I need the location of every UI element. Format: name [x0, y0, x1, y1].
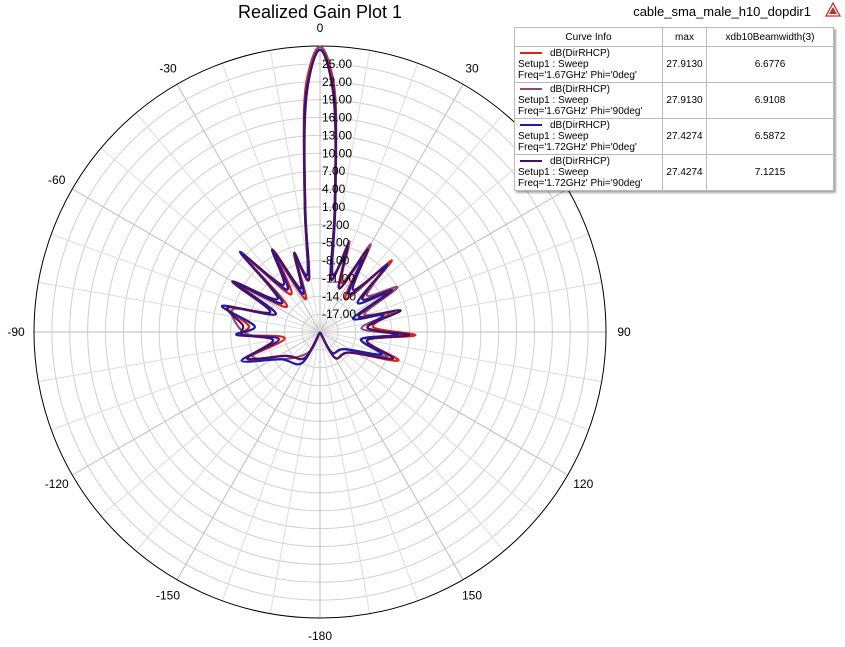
- grid-spoke: [176, 331, 321, 580]
- grid-spoke: [38, 281, 321, 333]
- gain-curve: [226, 48, 411, 361]
- radial-tick-label: 25.00: [322, 57, 352, 71]
- angle-label: 90: [617, 325, 631, 339]
- radial-tick-label: -8.00: [322, 254, 350, 268]
- curve-layer: [221, 45, 417, 366]
- legend-max-value: 27.9130: [662, 46, 707, 83]
- legend-curve-info: dB(DirRHCP) Setup1 : Sweep Freq='1.72GHz' …: [514, 154, 663, 191]
- radial-tick-labels: 25.00 22.00 19.00 16.00 13.00 10.00 7.00 4.00 1.…: [322, 57, 356, 321]
- radial-tick-label: 19.00: [322, 93, 352, 107]
- legend-params: Freq='1.67GHz' Phi='90deg': [518, 106, 643, 117]
- angle-label: 150: [462, 588, 482, 602]
- legend-beamwidth-value: 6.5872: [706, 118, 834, 155]
- grid-spoke: [51, 331, 321, 431]
- grid-spoke: [269, 50, 321, 333]
- legend-curve-info: dB(DirRHCP) Setup1 : Sweep Freq='1.67GHz' …: [514, 46, 663, 83]
- radial-tick-label: -14.00: [322, 289, 356, 303]
- legend-expression: dB(DirRHCP): [550, 48, 610, 59]
- angle-label: -90: [7, 325, 25, 339]
- grid-spoke: [221, 331, 321, 601]
- angle-label: 120: [573, 477, 593, 491]
- grid-spoke: [319, 50, 371, 333]
- legend-header-row: Curve Info max xdb10Beamwidth(3): [514, 27, 834, 47]
- grid-spoke: [319, 331, 419, 601]
- legend-curve-info: dB(DirRHCP) Setup1 : Sweep Freq='1.72GHz' …: [514, 118, 663, 155]
- ansys-logo-icon: [825, 2, 841, 17]
- radial-tick-label: 22.00: [322, 75, 352, 89]
- grid-spoke: [319, 63, 419, 333]
- grid-spoke: [100, 331, 321, 517]
- legend-swatch: [520, 124, 542, 127]
- angle-label: -30: [159, 62, 177, 76]
- grid-spoke: [319, 188, 568, 333]
- legend-setup: Setup1 : Sweep: [518, 95, 589, 106]
- grid-spoke: [176, 84, 321, 333]
- radial-tick-label: -5.00: [322, 236, 350, 250]
- radial-tick-label: -2.00: [322, 218, 350, 232]
- legend-row: dB(DirRHCP) Setup1 : Sweep Freq='1.67GHz' …: [514, 46, 834, 83]
- design-name: cable_sma_male_h10_dopdir1: [633, 4, 811, 19]
- grid-spoke: [319, 331, 371, 614]
- legend-row: dB(DirRHCP) Setup1 : Sweep Freq='1.72GHz' …: [514, 154, 834, 191]
- legend-row: dB(DirRHCP) Setup1 : Sweep Freq='1.72GHz' …: [514, 118, 834, 155]
- legend-beamwidth-value: 6.9108: [706, 82, 834, 119]
- angle-label: -60: [48, 173, 66, 187]
- grid-spoke: [135, 112, 321, 333]
- grid-spoke: [319, 331, 568, 476]
- angle-label: -150: [156, 588, 180, 602]
- radial-tick-label: -17.00: [322, 307, 356, 321]
- legend-max-value: 27.4274: [662, 154, 707, 191]
- angle-label: -180: [308, 629, 332, 643]
- legend-beamwidth-value: 7.1215: [706, 154, 834, 191]
- legend-setup: Setup1 : Sweep: [518, 167, 589, 178]
- legend-swatch: [520, 52, 542, 55]
- legend-swatch: [520, 88, 542, 91]
- legend-header-beamwidth: xdb10Beamwidth(3): [706, 27, 834, 47]
- angle-label: 0: [317, 21, 324, 35]
- legend-curve-info: dB(DirRHCP) Setup1 : Sweep Freq='1.67GHz' …: [514, 82, 663, 119]
- legend-setup: Setup1 : Sweep: [518, 131, 589, 142]
- legend-params: Freq='1.67GHz' Phi='0deg': [518, 70, 637, 81]
- legend-max-value: 27.4274: [662, 118, 707, 155]
- legend-expression: dB(DirRHCP): [550, 120, 610, 131]
- legend-max-value: 27.9130: [662, 82, 707, 119]
- legend-params: Freq='1.72GHz' Phi='0deg': [518, 142, 637, 153]
- grid-spoke: [319, 84, 464, 333]
- legend-swatch: [520, 160, 542, 163]
- angle-label: 30: [465, 62, 479, 76]
- grid-spoke: [319, 331, 589, 431]
- radial-tick-label: 16.00: [322, 111, 352, 125]
- legend-table: Curve Info max xdb10Beamwidth(3) dB(DirR…: [514, 27, 834, 191]
- legend-expression: dB(DirRHCP): [550, 156, 610, 167]
- grid-spoke: [51, 233, 321, 333]
- legend-header-curve-info: Curve Info: [514, 27, 663, 47]
- grid-spoke: [319, 331, 540, 517]
- legend-expression: dB(DirRHCP): [550, 84, 610, 95]
- legend-setup: Setup1 : Sweep: [518, 59, 589, 70]
- grid-spoke: [72, 188, 321, 333]
- radial-tick-label: 7.00: [322, 164, 346, 178]
- grid-spoke: [269, 331, 321, 614]
- legend-header-max: max: [662, 27, 707, 47]
- legend-beamwidth-value: 6.6776: [706, 46, 834, 83]
- grid-spoke: [135, 331, 321, 552]
- legend-row: dB(DirRHCP) Setup1 : Sweep Freq='1.67GHz' …: [514, 82, 834, 119]
- legend-params: Freq='1.72GHz' Phi='90deg': [518, 178, 643, 189]
- radial-tick-label: 13.00: [322, 128, 352, 142]
- grid-spoke: [319, 331, 464, 580]
- angle-label: -120: [45, 477, 69, 491]
- plot-title: Realized Gain Plot 1: [237, 2, 403, 22]
- grid-spoke: [319, 331, 505, 552]
- radial-tick-label: 1.00: [322, 200, 346, 214]
- radial-tick-label: 10.00: [322, 146, 352, 160]
- radial-tick-label: -11.00: [322, 271, 355, 285]
- grid-spoke: [319, 147, 540, 333]
- gain-curve: [230, 45, 405, 361]
- radial-tick-label: 4.00: [322, 182, 346, 196]
